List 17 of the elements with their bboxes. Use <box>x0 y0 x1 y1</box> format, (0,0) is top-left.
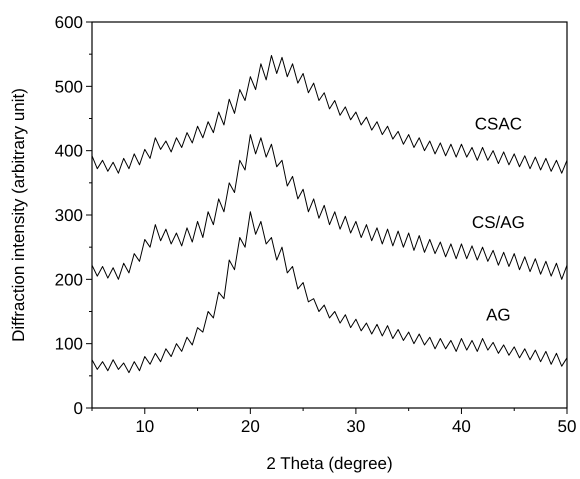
series-label: AG <box>486 306 511 325</box>
y-tick-label: 0 <box>74 398 83 418</box>
x-tick-label: 50 <box>558 417 576 436</box>
y-tick-label: 500 <box>54 77 83 96</box>
x-tick-label: 40 <box>452 417 471 436</box>
y-tick-label: 200 <box>54 270 83 290</box>
x-tick-label: 10 <box>135 417 154 436</box>
y-tick-label: 300 <box>54 206 83 225</box>
y-axis-title: Diffraction intensity (arbitrary unit) <box>9 88 28 342</box>
x-tick-label: 30 <box>346 417 366 436</box>
series-label: CS/AG <box>472 212 525 232</box>
y-tick-label: 400 <box>54 142 83 161</box>
x-axis-title: 2 Theta (degree) <box>266 454 393 473</box>
y-tick-label: 100 <box>54 334 83 354</box>
series-label: CSAC <box>474 114 522 134</box>
y-tick-label: 600 <box>54 12 83 32</box>
x-tick-label: 20 <box>240 417 260 436</box>
